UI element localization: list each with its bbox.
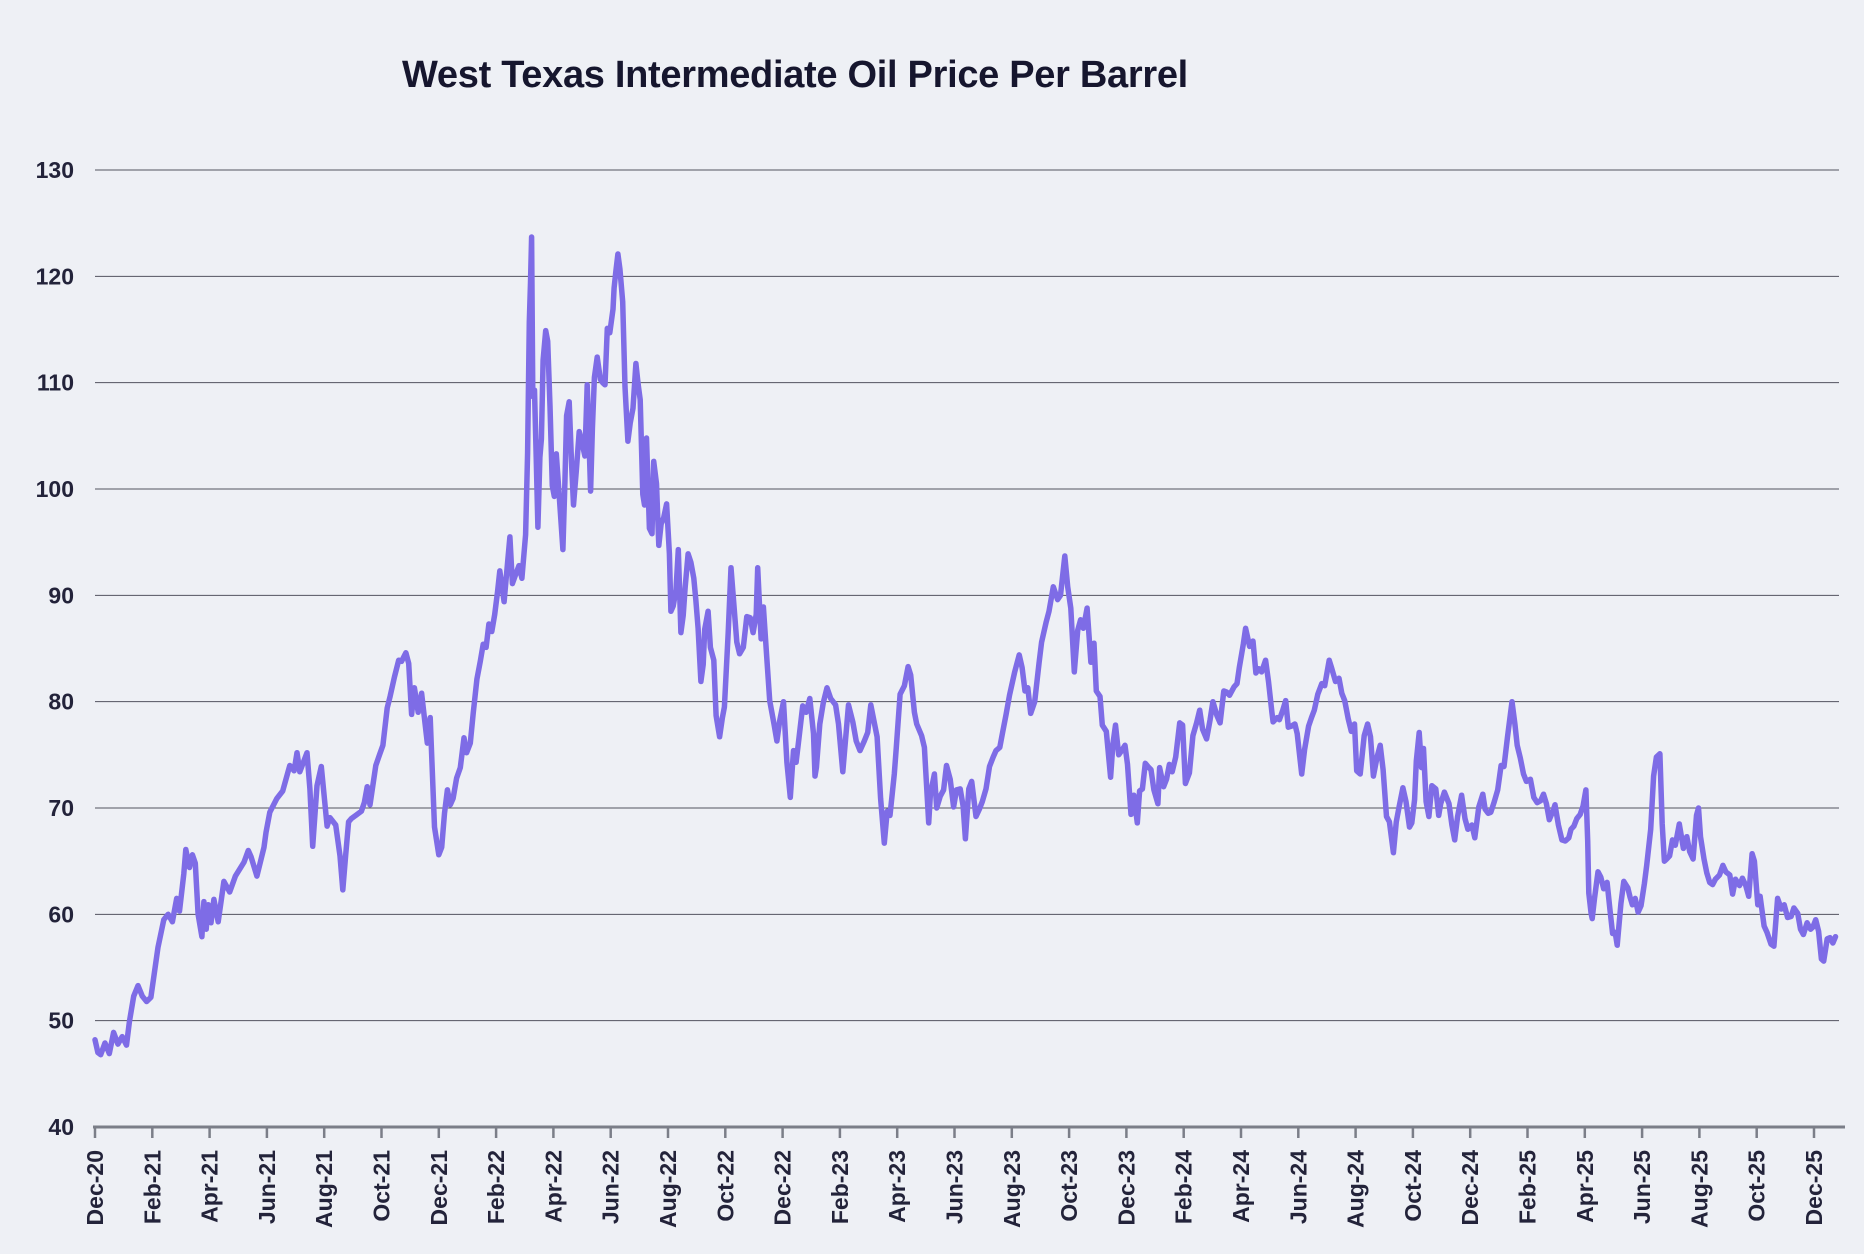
y-tick-label-50: 50 bbox=[48, 1008, 74, 1034]
x-tick-label-Feb-22: Feb-22 bbox=[483, 1150, 509, 1224]
price-line-series bbox=[92, 234, 1839, 1058]
x-tick-label-Dec-24: Dec-24 bbox=[1457, 1150, 1483, 1226]
y-tick-label-110: 110 bbox=[37, 370, 74, 396]
x-tick-label-Dec-25: Dec-25 bbox=[1801, 1150, 1827, 1226]
y-tick-label-130: 130 bbox=[36, 157, 74, 183]
x-tick-label-Oct-22: Oct-22 bbox=[712, 1150, 738, 1222]
x-tick-label-Aug-25: Aug-25 bbox=[1686, 1150, 1712, 1228]
y-tick-label-80: 80 bbox=[48, 689, 74, 715]
x-tick-label-Oct-21: Oct-21 bbox=[369, 1150, 395, 1222]
x-tick-label-Aug-22: Aug-22 bbox=[655, 1150, 681, 1228]
x-tick-label-Jun-25: Jun-25 bbox=[1629, 1150, 1655, 1224]
x-tick-label-Apr-24: Apr-24 bbox=[1228, 1150, 1254, 1223]
chart-title: West Texas Intermediate Oil Price Per Ba… bbox=[402, 54, 1188, 96]
x-tick-label-Apr-23: Apr-23 bbox=[884, 1150, 910, 1223]
x-tick-label-Feb-24: Feb-24 bbox=[1171, 1150, 1197, 1224]
x-tick-label-Jun-24: Jun-24 bbox=[1285, 1150, 1311, 1224]
x-tick-label-Aug-23: Aug-23 bbox=[999, 1150, 1025, 1228]
x-tick-label-Dec-23: Dec-23 bbox=[1113, 1150, 1139, 1225]
x-tick-label-Apr-21: Apr-21 bbox=[197, 1150, 223, 1223]
x-tick-label-Apr-25: Apr-25 bbox=[1572, 1150, 1598, 1223]
x-tick-label-Feb-23: Feb-23 bbox=[827, 1150, 853, 1224]
x-tick-label-Jun-21: Jun-21 bbox=[254, 1150, 280, 1224]
x-tick-label-Dec-20: Dec-20 bbox=[82, 1150, 108, 1225]
x-tick-label-Dec-22: Dec-22 bbox=[770, 1150, 796, 1225]
x-tick-label-Dec-21: Dec-21 bbox=[426, 1150, 452, 1226]
x-tick-label-Feb-25: Feb-25 bbox=[1515, 1150, 1541, 1224]
x-tick-label-Aug-21: Aug-21 bbox=[311, 1150, 337, 1228]
x-tick-label-Feb-21: Feb-21 bbox=[139, 1150, 165, 1224]
x-tick-label-Oct-24: Oct-24 bbox=[1400, 1150, 1426, 1222]
y-tick-label-40: 40 bbox=[48, 1114, 74, 1140]
x-tick-label-Oct-23: Oct-23 bbox=[1056, 1150, 1082, 1222]
x-tick-label-Apr-22: Apr-22 bbox=[540, 1150, 566, 1223]
x-tick-label-Jun-23: Jun-23 bbox=[942, 1150, 968, 1224]
y-tick-label-100: 100 bbox=[36, 476, 74, 502]
x-tick-label-Aug-24: Aug-24 bbox=[1343, 1150, 1369, 1228]
x-tick-label-Oct-25: Oct-25 bbox=[1744, 1150, 1770, 1222]
y-tick-label-70: 70 bbox=[48, 795, 74, 821]
y-tick-label-60: 60 bbox=[48, 901, 74, 927]
y-tick-label-90: 90 bbox=[48, 582, 74, 608]
x-tick-label-Jun-22: Jun-22 bbox=[598, 1150, 624, 1224]
y-tick-label-120: 120 bbox=[36, 263, 74, 289]
